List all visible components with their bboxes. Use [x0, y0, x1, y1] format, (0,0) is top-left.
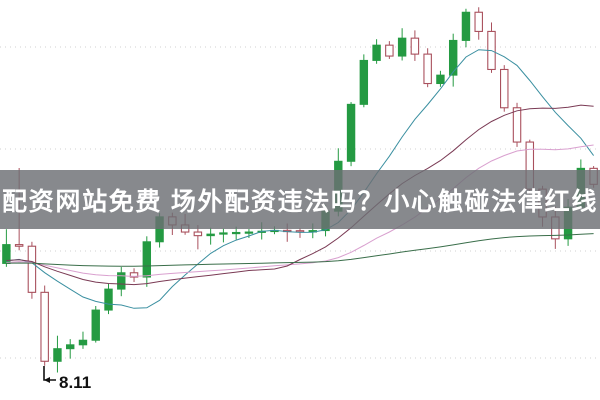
svg-text:8.11: 8.11	[59, 373, 91, 392]
